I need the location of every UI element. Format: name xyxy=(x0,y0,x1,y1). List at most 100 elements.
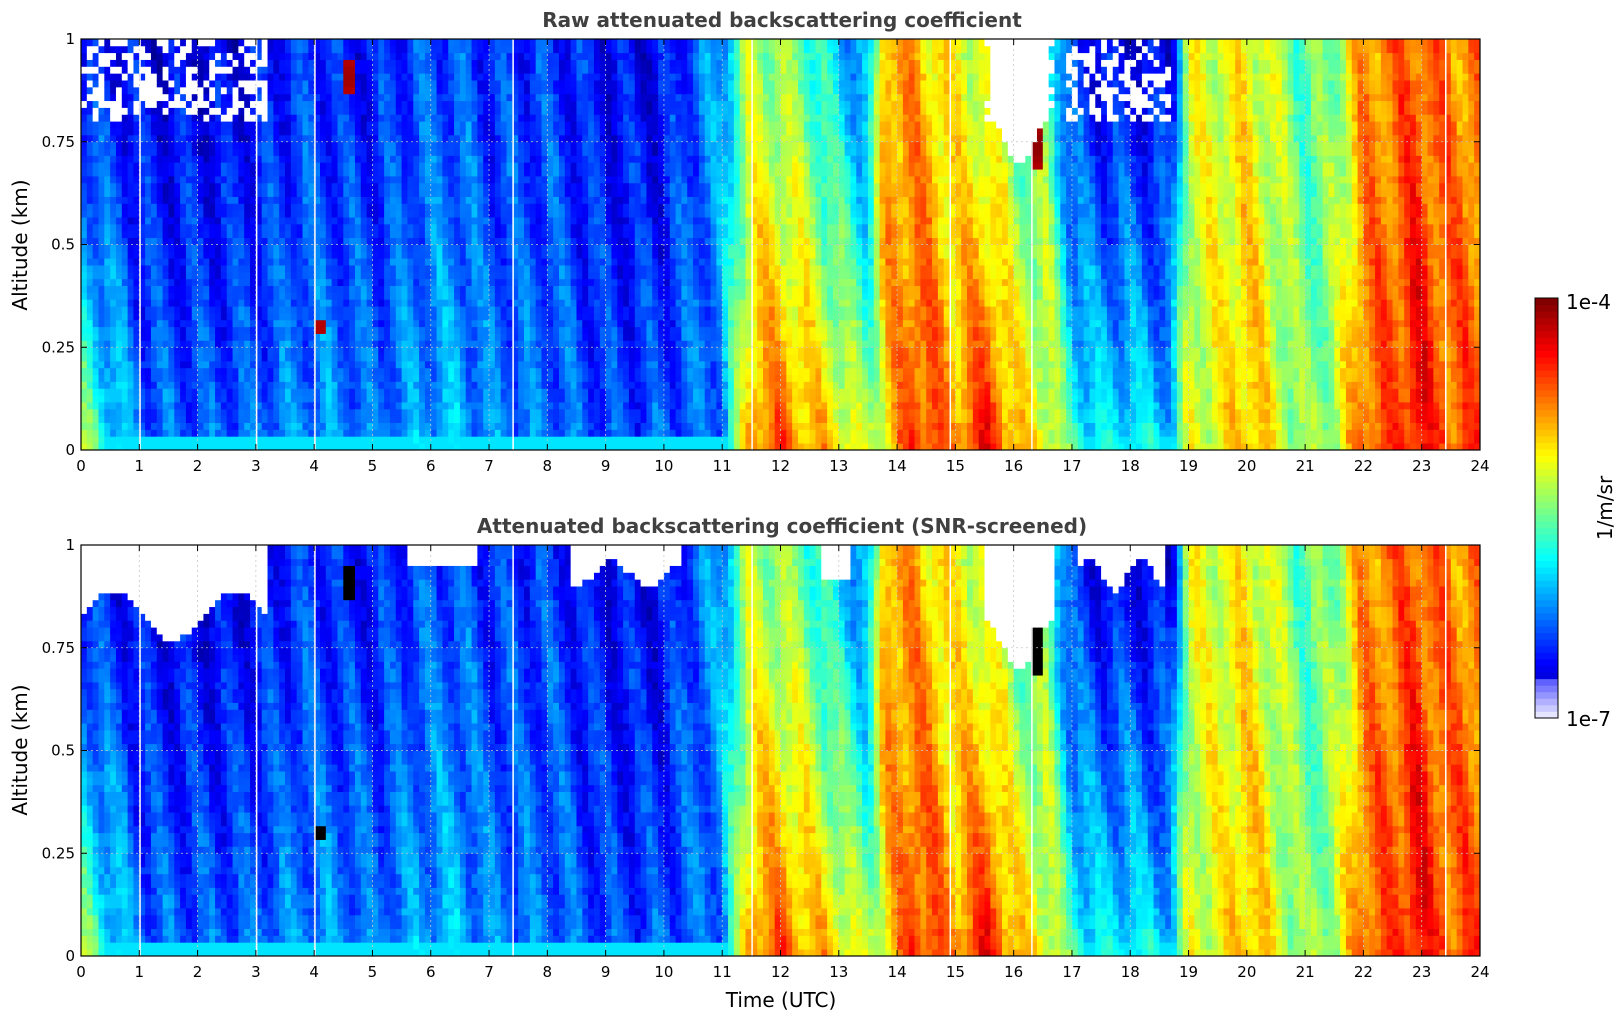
heatmap-cell xyxy=(215,39,221,46)
heatmap-cell xyxy=(442,231,448,238)
heatmap-cell xyxy=(437,382,443,389)
heatmap-cell xyxy=(104,354,110,361)
heatmap-cell xyxy=(501,306,507,313)
heatmap-cell xyxy=(233,306,239,313)
heatmap-cell xyxy=(308,368,314,375)
heatmap-cell xyxy=(157,135,163,142)
heatmap-cell xyxy=(396,149,402,156)
heatmap-cell xyxy=(477,299,483,306)
heatmap-cell xyxy=(262,80,268,87)
heatmap-cell xyxy=(402,436,408,443)
heatmap-cell xyxy=(565,436,571,443)
heatmap-cell xyxy=(268,388,274,395)
heatmap-cell xyxy=(495,169,501,176)
heatmap-cell xyxy=(483,251,489,258)
heatmap-cell xyxy=(419,340,425,347)
heatmap-cell xyxy=(483,429,489,436)
heatmap-cell xyxy=(320,423,326,430)
heatmap-cell xyxy=(87,66,93,73)
heatmap-cell xyxy=(116,60,122,67)
heatmap-cell xyxy=(402,217,408,224)
heatmap-cell xyxy=(466,101,472,108)
heatmap-cell xyxy=(303,73,309,80)
heatmap-cell xyxy=(483,382,489,389)
heatmap-cell xyxy=(133,279,139,286)
heatmap-cell xyxy=(268,272,274,279)
heatmap-cell xyxy=(209,436,215,443)
heatmap-cell xyxy=(547,409,553,416)
heatmap-cell xyxy=(407,368,413,375)
heatmap-cell xyxy=(279,375,285,382)
heatmap-cell xyxy=(104,245,110,252)
heatmap-cell xyxy=(326,73,332,80)
heatmap-cell xyxy=(384,251,390,258)
heatmap-cell xyxy=(384,60,390,67)
heatmap-cell xyxy=(384,429,390,436)
heatmap-cell xyxy=(477,162,483,169)
heatmap-cell xyxy=(326,238,332,245)
heatmap-cell xyxy=(466,388,472,395)
heatmap-cell xyxy=(221,176,227,183)
heatmap-cell xyxy=(198,231,204,238)
heatmap-cell xyxy=(198,327,204,334)
heatmap-cell xyxy=(361,238,367,245)
heatmap-cell xyxy=(250,224,256,231)
heatmap-cell xyxy=(337,87,343,94)
heatmap-cell xyxy=(472,135,478,142)
heatmap-cell xyxy=(407,395,413,402)
heatmap-cell xyxy=(87,320,93,327)
heatmap-cell xyxy=(262,197,268,204)
heatmap-cell xyxy=(268,299,274,306)
heatmap-cell xyxy=(384,368,390,375)
heatmap-cell xyxy=(198,402,204,409)
heatmap-cell xyxy=(81,114,87,121)
heatmap-cell xyxy=(559,155,565,162)
heatmap-cell xyxy=(250,66,256,73)
heatmap-cell xyxy=(279,251,285,258)
heatmap-cell xyxy=(355,238,361,245)
heatmap-cell xyxy=(407,292,413,299)
heatmap-cell xyxy=(157,142,163,149)
heatmap-cell xyxy=(87,169,93,176)
figure: Raw attenuated backscattering coefficien… xyxy=(0,0,1621,1020)
heatmap-cell xyxy=(390,340,396,347)
heatmap-cell xyxy=(128,272,134,279)
heatmap-cell xyxy=(268,245,274,252)
heatmap-cell xyxy=(145,53,151,60)
heatmap-cell xyxy=(507,395,513,402)
heatmap-cell xyxy=(133,135,139,142)
heatmap-cell xyxy=(291,354,297,361)
heatmap-cell xyxy=(273,375,279,382)
heatmap-cell xyxy=(209,382,215,389)
heatmap-cell xyxy=(372,149,378,156)
heatmap-cell xyxy=(209,197,215,204)
heatmap-cell xyxy=(495,375,501,382)
heatmap-cell xyxy=(407,258,413,265)
heatmap-cell xyxy=(326,176,332,183)
heatmap-cell xyxy=(250,238,256,245)
heatmap-cell xyxy=(454,39,460,46)
heatmap-cell xyxy=(407,39,413,46)
heatmap-cell xyxy=(448,39,454,46)
heatmap-cell xyxy=(244,265,250,272)
heatmap-cell xyxy=(203,114,209,121)
heatmap-cell xyxy=(477,114,483,121)
heatmap-cell xyxy=(501,238,507,245)
heatmap-cell xyxy=(396,313,402,320)
heatmap-cell xyxy=(437,101,443,108)
heatmap-cell xyxy=(157,429,163,436)
heatmap-cell xyxy=(320,121,326,128)
heatmap-cell xyxy=(460,114,466,121)
heatmap-cell xyxy=(192,231,198,238)
heatmap-cell xyxy=(501,142,507,149)
heatmap-cell xyxy=(419,429,425,436)
heatmap-cell xyxy=(343,320,349,327)
heatmap-cell xyxy=(332,361,338,368)
heatmap-cell xyxy=(291,361,297,368)
heatmap-cell xyxy=(425,354,431,361)
heatmap-cell xyxy=(221,286,227,293)
heatmap-cell xyxy=(285,313,291,320)
heatmap-cell xyxy=(448,265,454,272)
heatmap-cell xyxy=(285,340,291,347)
heatmap-cell xyxy=(431,176,437,183)
